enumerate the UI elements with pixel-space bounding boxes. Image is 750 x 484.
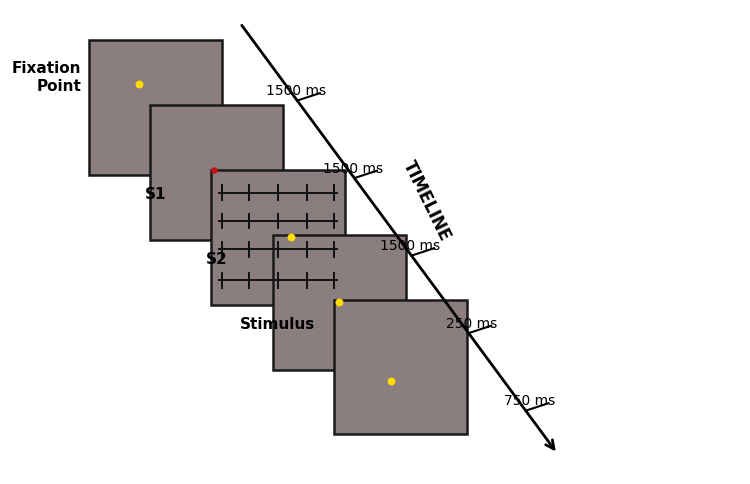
Text: 1500 ms: 1500 ms (380, 239, 440, 253)
Text: TIMELINE: TIMELINE (399, 158, 454, 244)
Text: Fixation
Point: Fixation Point (12, 61, 82, 94)
Point (333, 298, 345, 306)
Text: S1: S1 (145, 187, 166, 202)
Bar (150, 105, 284, 240)
Text: 1500 ms: 1500 ms (266, 84, 326, 98)
Point (208, 166, 220, 173)
Text: Stimulus: Stimulus (240, 317, 316, 332)
Bar (272, 235, 406, 369)
Bar (88, 40, 222, 175)
Bar (211, 170, 345, 304)
Text: S2: S2 (206, 252, 227, 267)
Bar (334, 300, 467, 435)
Text: 1500 ms: 1500 ms (323, 162, 383, 176)
Point (285, 233, 297, 241)
Point (134, 80, 146, 88)
Text: 750 ms: 750 ms (503, 394, 555, 408)
Point (386, 377, 398, 384)
Text: 250 ms: 250 ms (446, 317, 498, 331)
